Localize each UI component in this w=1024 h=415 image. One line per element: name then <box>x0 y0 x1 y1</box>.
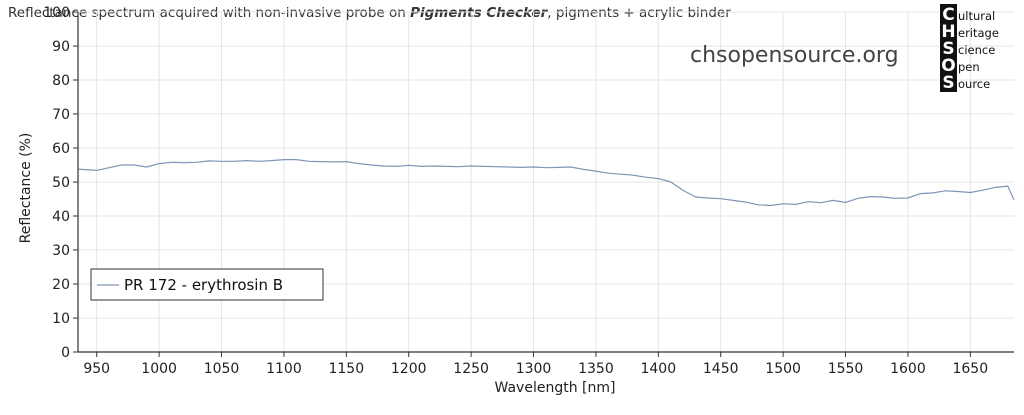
legend-box <box>90 268 324 301</box>
x-tick-label-1350: 1350 <box>578 361 614 377</box>
logo-letter-o: O <box>941 56 955 76</box>
chsos-logo: C H S O S ultural eritage cience pen our… <box>940 4 999 93</box>
logo-block <box>940 4 957 92</box>
chart-title-suffix: , pigments + acrylic binder <box>547 5 731 21</box>
logo-letter-s: S <box>942 39 954 59</box>
x-tick-label-1250: 1250 <box>453 361 489 377</box>
y-tick-label-0: 0 <box>61 345 70 361</box>
x-tick-label-950: 950 <box>83 361 110 377</box>
logo-word-ultural: ultural <box>958 9 995 23</box>
x-tick-label-1150: 1150 <box>328 361 364 377</box>
x-tick-label-1100: 1100 <box>266 361 302 377</box>
logo-word-cience: cience <box>958 43 995 57</box>
x-tick-label-1500: 1500 <box>765 361 801 377</box>
x-tick-label-1050: 1050 <box>204 361 240 377</box>
logo-word-pen: pen <box>958 60 980 74</box>
legend-label: PR 172 - erythrosin B <box>124 276 283 294</box>
x-tick-label-1600: 1600 <box>890 361 926 377</box>
y-axis-label: Reflectance (%) <box>18 133 34 244</box>
y-tick-label-70: 70 <box>52 107 70 123</box>
y-tick-label-60: 60 <box>52 141 70 157</box>
watermark-text: chsopensource.org <box>690 43 899 68</box>
x-axis-label: Wavelength [nm] <box>495 380 616 396</box>
x-tick-label-1300: 1300 <box>516 361 552 377</box>
chart-title: Reflectance spectrum acquired with non-i… <box>8 5 731 21</box>
y-tick-label-30: 30 <box>52 243 70 259</box>
y-tick-label-80: 80 <box>52 73 70 89</box>
y-tick-label-90: 90 <box>52 39 70 55</box>
x-tick-label-1550: 1550 <box>828 361 864 377</box>
logo-letter-c: C <box>942 5 954 25</box>
y-tick-label-40: 40 <box>52 209 70 225</box>
legend: PR 172 - erythrosin B <box>90 268 324 301</box>
logo-word-ource: ource <box>958 77 990 91</box>
x-tick-label-1200: 1200 <box>391 361 427 377</box>
x-axis-ticks: 950 1000 1050 1100 1150 1200 1250 1300 1350 1400 1… <box>83 352 988 377</box>
x-tick-label-1650: 1650 <box>952 361 988 377</box>
chart-title-emphasis: Pigments Checker <box>410 5 549 21</box>
x-tick-label-1450: 1450 <box>703 361 739 377</box>
y-axis-ticks: 0 10 20 30 40 50 60 70 80 90 100 <box>43 5 78 361</box>
logo-word-eritage: eritage <box>958 26 999 40</box>
logo-letter-h: H <box>941 22 955 42</box>
y-tick-label-50: 50 <box>52 175 70 191</box>
y-tick-label-100: 100 <box>43 5 70 21</box>
logo-letter-s2: S <box>942 73 954 93</box>
x-tick-label-1400: 1400 <box>640 361 676 377</box>
y-tick-label-10: 10 <box>52 311 70 327</box>
x-tick-label-1000: 1000 <box>141 361 177 377</box>
chart-title-prefix: Reflectance spectrum acquired with non-i… <box>8 5 410 21</box>
series-layer <box>77 159 1015 207</box>
series-line-0 <box>77 159 1015 207</box>
y-tick-label-20: 20 <box>52 277 70 293</box>
